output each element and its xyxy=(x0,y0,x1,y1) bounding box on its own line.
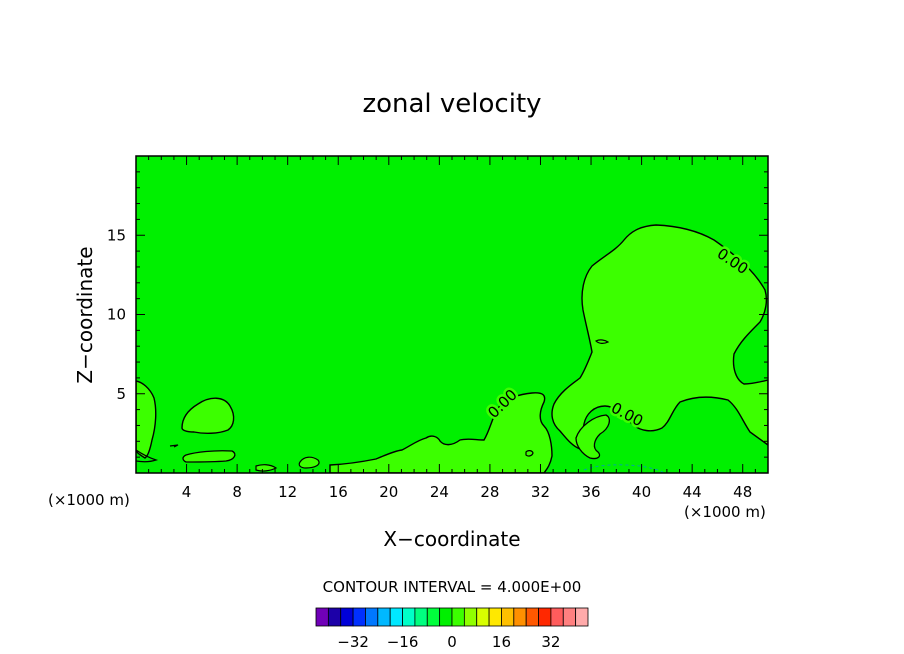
x-tick-label: 24 xyxy=(430,483,449,501)
colorbar xyxy=(315,607,589,627)
positive-bump-x6 xyxy=(181,397,235,435)
small-contour-5 xyxy=(525,450,534,457)
colorbar-tick-label: −32 xyxy=(337,633,369,651)
colorbar-swatch xyxy=(414,607,428,627)
x-axis-label: X−coordinate xyxy=(383,527,520,551)
dashed-contour xyxy=(583,464,665,473)
colorbar-swatch xyxy=(340,607,354,627)
colorbar-swatch xyxy=(501,607,515,627)
x-tick-label: 12 xyxy=(278,483,297,501)
colorbar-tick-label: 0 xyxy=(447,633,457,651)
contour-layer xyxy=(136,224,768,473)
colorbar-swatch xyxy=(365,607,379,627)
x-unit-right: (×1000 m) xyxy=(684,503,766,521)
x-tick-label: 16 xyxy=(329,483,348,501)
colorbar-tick-label: 16 xyxy=(492,633,511,651)
colorbar-swatch xyxy=(488,607,502,627)
colorbar-swatch xyxy=(377,607,391,627)
contour-interval-text: CONTOUR INTERVAL = 4.000E+00 xyxy=(323,578,582,596)
colorbar-swatch xyxy=(525,607,539,627)
colorbar-swatch xyxy=(389,607,403,627)
colorbar-swatch xyxy=(513,607,527,627)
left-bottom-curve xyxy=(136,449,159,463)
chart-title: zonal velocity xyxy=(362,89,541,119)
x-axis: 4 8 12 16 20 24 28 32 36 40 44 48 xyxy=(148,156,756,501)
y-axis: 5 10 15 xyxy=(107,171,768,458)
positive-band-z1 xyxy=(182,450,236,463)
colorbar-swatch xyxy=(562,607,577,627)
colorbar-tick-label: 32 xyxy=(541,633,560,651)
colorbar-tick-label: −16 xyxy=(387,633,419,651)
colorbar-swatch xyxy=(451,607,465,627)
colorbar-swatch xyxy=(575,607,589,627)
small-contour-1 xyxy=(594,339,610,344)
colorbar-swatch xyxy=(463,607,478,627)
small-contour-4 xyxy=(298,456,320,469)
small-contour-3 xyxy=(255,464,278,472)
positive-region-left xyxy=(136,380,157,459)
x-tick-label: 4 xyxy=(182,483,192,501)
y-tick-label: 5 xyxy=(116,385,126,403)
colorbar-swatch xyxy=(315,607,329,627)
x-tick-label: 48 xyxy=(733,483,752,501)
positive-region-right xyxy=(551,224,768,450)
x-tick-label: 40 xyxy=(632,483,651,501)
x-tick-label: 28 xyxy=(480,483,499,501)
colorbar-ticks: −32 −16 0 16 32 xyxy=(337,633,560,651)
x-tick-label: 32 xyxy=(531,483,550,501)
colorbar-swatch xyxy=(476,607,490,627)
x-tick-label: 20 xyxy=(379,483,398,501)
x-tick-label: 44 xyxy=(683,483,702,501)
x-tick-label: 36 xyxy=(581,483,600,501)
colorbar-swatch xyxy=(550,607,564,627)
colorbar-swatch xyxy=(426,607,441,627)
small-contour-2 xyxy=(169,444,179,448)
colorbar-swatch xyxy=(352,607,366,627)
y-axis-label: Z−coordinate xyxy=(73,246,97,383)
positive-curl-x35 xyxy=(575,414,611,460)
colorbar-swatch xyxy=(327,607,342,627)
x-tick-label: 8 xyxy=(232,483,242,501)
x-unit-left: (×1000 m) xyxy=(48,491,130,509)
positive-band-bottom xyxy=(329,392,553,473)
y-tick-label: 10 xyxy=(107,306,126,324)
colorbar-swatch xyxy=(439,607,453,627)
colorbar-swatch xyxy=(538,607,552,627)
y-tick-label: 15 xyxy=(107,226,126,244)
colorbar-swatch xyxy=(402,607,416,627)
